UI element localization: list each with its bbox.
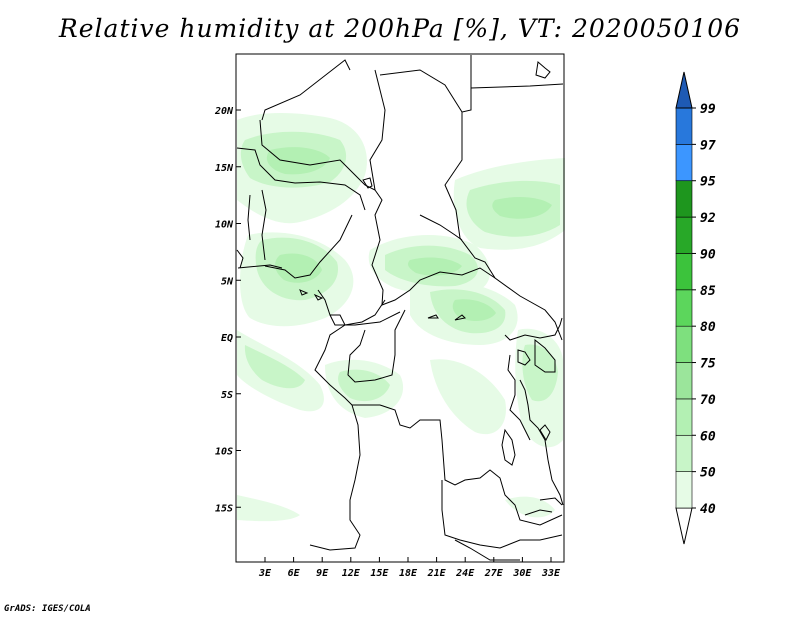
colorbar-label: 99 bbox=[700, 102, 716, 117]
colorbar-lower-extension bbox=[675, 507, 693, 545]
lon-tick-label: 21E bbox=[427, 568, 447, 579]
lat-tick-label: 10S bbox=[215, 447, 233, 458]
grads-credit: GrADS: IGES/COLA bbox=[4, 604, 91, 614]
colorbar-segment bbox=[675, 398, 693, 436]
colorbar-segment bbox=[675, 362, 693, 400]
colorbar-segment bbox=[675, 107, 693, 145]
lat-tick-label: 5N bbox=[221, 276, 234, 287]
lon-tick-label: 30E bbox=[512, 568, 532, 579]
colorbar-label: 50 bbox=[700, 466, 716, 481]
map-frame bbox=[235, 53, 565, 563]
lat-tick-label: 10N bbox=[215, 220, 234, 231]
colorbar-segment bbox=[675, 434, 693, 472]
colorbar-segment bbox=[675, 325, 693, 363]
longitude-axis: 3E 6E 9E 12E 15E 18E 21E 24E 27E 30E 33E bbox=[258, 557, 561, 579]
map-title: Relative humidity at 200hPa [%], VT: 202… bbox=[58, 14, 742, 43]
lon-tick-label: 18E bbox=[399, 568, 418, 579]
colorbar-segment bbox=[675, 253, 693, 291]
colorbar-label: 95 bbox=[700, 175, 716, 190]
colorbar-label: 97 bbox=[700, 138, 716, 153]
humidity-shading-high bbox=[266, 147, 552, 321]
colorbar-segment bbox=[675, 471, 693, 509]
lon-tick-label: 24E bbox=[455, 568, 475, 579]
lat-tick-label: 15S bbox=[215, 503, 233, 514]
lon-tick-label: 15E bbox=[370, 568, 389, 579]
colorbar-label: 75 bbox=[700, 357, 716, 372]
colorbar-label: 80 bbox=[700, 320, 716, 335]
humidity-field bbox=[237, 113, 565, 522]
lon-tick-label: 3E bbox=[258, 568, 272, 579]
colorbar-segment bbox=[675, 180, 693, 218]
latitude-axis: 20N 15N 10N 5N EQ 5S 10S 15S bbox=[214, 106, 241, 514]
colorbar-segment bbox=[675, 216, 693, 254]
colorbar-segment bbox=[675, 289, 693, 327]
colorbar-label: 92 bbox=[700, 211, 716, 226]
lon-tick-label: 6E bbox=[288, 568, 301, 579]
colorbar-label: 40 bbox=[700, 502, 716, 517]
colorbar-label: 60 bbox=[700, 429, 716, 444]
lon-tick-label: 33E bbox=[541, 568, 561, 579]
lat-tick-label: 20N bbox=[214, 106, 234, 117]
lon-tick-label: 9E bbox=[316, 568, 329, 579]
lon-tick-label: 27E bbox=[484, 568, 504, 579]
colorbar-label: 70 bbox=[700, 393, 716, 408]
lat-tick-label: 5S bbox=[221, 390, 233, 401]
colorbar-upper-extension bbox=[675, 71, 693, 109]
lon-tick-label: 12E bbox=[342, 568, 361, 579]
colorbar-label: 85 bbox=[700, 284, 716, 299]
lat-tick-label: EQ bbox=[221, 333, 233, 344]
colorbar-segment bbox=[675, 144, 693, 182]
colorbar-label: 90 bbox=[700, 247, 716, 262]
lat-tick-label: 15N bbox=[215, 163, 234, 174]
colorbar: 40 50 60 70 75 80 85 90 92 95 97 99 bbox=[675, 71, 716, 545]
country-boundaries bbox=[236, 55, 564, 561]
